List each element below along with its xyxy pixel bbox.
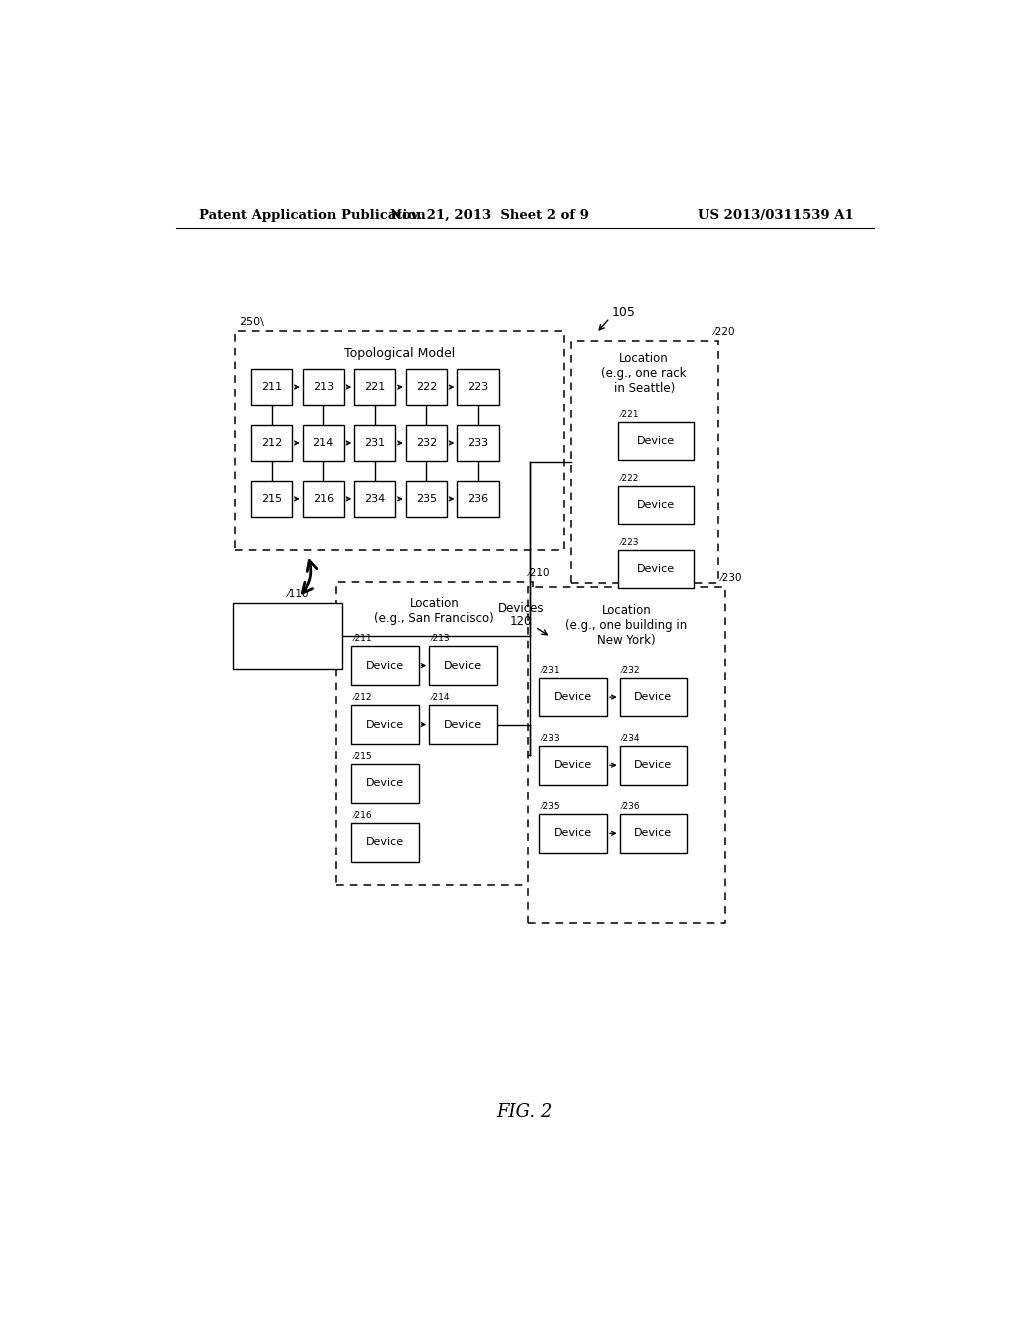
Bar xyxy=(251,368,292,405)
Text: 216: 216 xyxy=(312,494,334,504)
Text: ⁄215: ⁄215 xyxy=(353,752,373,762)
Bar xyxy=(351,764,419,803)
Text: Device: Device xyxy=(366,660,404,671)
Text: ⁄220: ⁄220 xyxy=(714,327,735,338)
Bar xyxy=(540,814,607,853)
Bar xyxy=(351,705,419,744)
Text: Device: Device xyxy=(554,760,592,770)
Text: Device: Device xyxy=(634,828,673,838)
Bar xyxy=(429,647,497,685)
Bar xyxy=(354,368,395,405)
Bar xyxy=(540,677,607,717)
Text: ⁄223: ⁄223 xyxy=(621,537,639,546)
Text: Provisioning
Machine: Provisioning Machine xyxy=(252,622,324,649)
Text: Device: Device xyxy=(554,692,592,702)
Text: Device: Device xyxy=(637,564,675,574)
Bar xyxy=(458,425,499,461)
Bar xyxy=(620,814,687,853)
Text: 223: 223 xyxy=(467,381,488,392)
Text: 211: 211 xyxy=(261,381,283,392)
Text: ⁄213: ⁄213 xyxy=(431,634,451,643)
Bar xyxy=(303,425,344,461)
Text: ⁄212: ⁄212 xyxy=(353,693,373,702)
Text: ⁄231: ⁄231 xyxy=(542,665,560,675)
Bar xyxy=(458,368,499,405)
Text: 212: 212 xyxy=(261,438,283,447)
Text: Device: Device xyxy=(443,719,482,730)
Text: ⁄221: ⁄221 xyxy=(621,409,639,418)
Bar xyxy=(303,480,344,517)
Text: ⁄235: ⁄235 xyxy=(542,803,560,810)
Text: 222: 222 xyxy=(416,381,437,392)
Text: ⁄110: ⁄110 xyxy=(288,589,309,598)
Bar xyxy=(232,602,342,669)
Text: ⁄232: ⁄232 xyxy=(622,665,641,675)
Text: 232: 232 xyxy=(416,438,437,447)
Bar xyxy=(351,824,419,862)
Bar xyxy=(429,705,497,744)
Text: Device: Device xyxy=(637,500,675,510)
Text: Location
(e.g., one rack
in Seattle): Location (e.g., one rack in Seattle) xyxy=(601,352,687,396)
Bar xyxy=(618,421,694,461)
Text: ⁄230: ⁄230 xyxy=(721,573,742,583)
Text: 120: 120 xyxy=(510,615,532,628)
Bar xyxy=(406,425,447,461)
Text: ⁄216: ⁄216 xyxy=(353,810,373,820)
Text: Device: Device xyxy=(634,760,673,770)
Bar xyxy=(618,486,694,524)
Text: Device: Device xyxy=(366,719,404,730)
Text: Device: Device xyxy=(634,692,673,702)
Text: 234: 234 xyxy=(365,494,385,504)
Text: 214: 214 xyxy=(312,438,334,447)
Text: 235: 235 xyxy=(416,494,437,504)
Text: ⁄211: ⁄211 xyxy=(353,634,373,643)
Text: ⁄234: ⁄234 xyxy=(622,734,641,743)
Text: ⁄233: ⁄233 xyxy=(542,734,560,743)
Text: 236: 236 xyxy=(467,494,488,504)
Bar xyxy=(620,746,687,784)
Bar xyxy=(236,331,564,549)
Text: Device: Device xyxy=(366,837,404,847)
Text: ⁄236: ⁄236 xyxy=(622,803,641,810)
Bar xyxy=(540,746,607,784)
Bar xyxy=(620,677,687,717)
Bar xyxy=(528,587,725,923)
Text: Location
(e.g., San Francisco): Location (e.g., San Francisco) xyxy=(375,597,495,624)
Bar xyxy=(406,368,447,405)
Text: 250\: 250\ xyxy=(240,317,264,327)
Bar xyxy=(336,582,532,886)
Bar xyxy=(618,549,694,589)
Text: 215: 215 xyxy=(261,494,283,504)
Bar xyxy=(251,480,292,517)
Text: 221: 221 xyxy=(365,381,385,392)
Text: Device: Device xyxy=(443,660,482,671)
Text: Device: Device xyxy=(554,828,592,838)
Text: Location
(e.g., one building in
New York): Location (e.g., one building in New York… xyxy=(565,605,687,647)
Bar xyxy=(351,647,419,685)
Text: 233: 233 xyxy=(467,438,488,447)
Bar xyxy=(303,368,344,405)
Text: ⁄214: ⁄214 xyxy=(431,693,451,702)
Text: ⁄210: ⁄210 xyxy=(528,568,550,578)
Text: Device: Device xyxy=(637,436,675,446)
Text: Devices: Devices xyxy=(498,602,544,615)
Text: 105: 105 xyxy=(612,306,636,319)
Text: Device: Device xyxy=(366,779,404,788)
Text: Topological Model: Topological Model xyxy=(344,347,456,360)
Bar xyxy=(354,425,395,461)
Text: US 2013/0311539 A1: US 2013/0311539 A1 xyxy=(698,209,854,222)
Bar xyxy=(406,480,447,517)
Text: ⁄222: ⁄222 xyxy=(621,474,639,483)
Bar xyxy=(458,480,499,517)
Text: 231: 231 xyxy=(365,438,385,447)
Text: FIG. 2: FIG. 2 xyxy=(497,1102,553,1121)
Bar xyxy=(251,425,292,461)
Bar xyxy=(354,480,395,517)
Bar xyxy=(570,342,718,583)
Text: 213: 213 xyxy=(312,381,334,392)
Text: Nov. 21, 2013  Sheet 2 of 9: Nov. 21, 2013 Sheet 2 of 9 xyxy=(390,209,589,222)
Text: Patent Application Publication: Patent Application Publication xyxy=(200,209,426,222)
